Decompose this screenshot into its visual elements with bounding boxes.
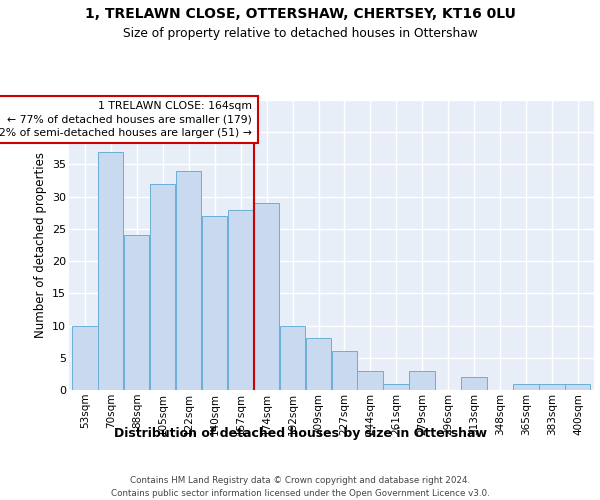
Bar (461, 377, 487, 390)
Y-axis label: Number of detached properties: Number of detached properties (34, 152, 47, 338)
Bar (254, 203, 279, 390)
Bar (150, 184, 175, 390)
Bar (409, 370, 435, 390)
Bar (124, 236, 149, 390)
Bar (358, 370, 383, 390)
Bar (513, 384, 539, 390)
Bar (565, 384, 590, 390)
Bar (98, 152, 124, 390)
Bar (176, 171, 202, 390)
Bar (331, 352, 357, 390)
Bar (383, 384, 409, 390)
Bar (72, 326, 98, 390)
Text: Distribution of detached houses by size in Ottershaw: Distribution of detached houses by size … (113, 428, 487, 440)
Text: 1, TRELAWN CLOSE, OTTERSHAW, CHERTSEY, KT16 0LU: 1, TRELAWN CLOSE, OTTERSHAW, CHERTSEY, K… (85, 8, 515, 22)
Text: 1 TRELAWN CLOSE: 164sqm
← 77% of detached houses are smaller (179)
22% of semi-d: 1 TRELAWN CLOSE: 164sqm ← 77% of detache… (0, 102, 252, 138)
Text: Contains HM Land Registry data © Crown copyright and database right 2024.
Contai: Contains HM Land Registry data © Crown c… (110, 476, 490, 498)
Bar (305, 338, 331, 390)
Bar (539, 384, 565, 390)
Bar (228, 210, 253, 390)
Bar (280, 326, 305, 390)
Bar (202, 216, 227, 390)
Text: Size of property relative to detached houses in Ottershaw: Size of property relative to detached ho… (122, 28, 478, 40)
